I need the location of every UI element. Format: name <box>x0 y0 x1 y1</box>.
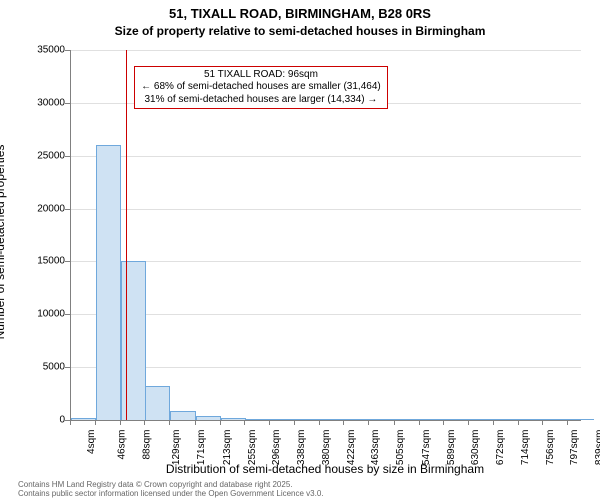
histogram-bar <box>344 419 369 420</box>
x-tick-label: 129sqm <box>172 430 183 466</box>
y-tick-label: 0 <box>5 415 65 426</box>
x-tick-label: 422sqm <box>346 430 357 466</box>
x-tick-label: 463sqm <box>371 430 382 466</box>
histogram-bar <box>519 419 544 420</box>
annotation-line: ← 68% of semi-detached houses are smalle… <box>141 81 381 94</box>
x-tick-label: 756sqm <box>545 430 556 466</box>
histogram-bar <box>320 419 345 420</box>
x-tick-mark <box>343 420 344 425</box>
x-tick-label: 88sqm <box>142 430 153 460</box>
x-tick-mark <box>468 420 469 425</box>
x-tick-mark <box>220 420 221 425</box>
histogram-bar <box>145 386 170 420</box>
chart-subtitle: Size of property relative to semi-detach… <box>0 24 600 38</box>
histogram-bar <box>71 418 96 420</box>
grid-line <box>71 50 581 51</box>
grid-line <box>71 209 581 210</box>
histogram-bar <box>469 419 494 420</box>
histogram-bar <box>295 419 320 420</box>
histogram-bar <box>270 419 295 420</box>
x-tick-mark <box>542 420 543 425</box>
y-tick-label: 15000 <box>5 256 65 267</box>
reference-vline <box>126 50 127 420</box>
histogram-bar <box>369 419 394 420</box>
x-tick-label: 46sqm <box>117 430 128 460</box>
x-tick-mark <box>244 420 245 425</box>
histogram-bar <box>221 418 246 420</box>
x-tick-label: 213sqm <box>222 430 233 466</box>
x-tick-label: 296sqm <box>271 430 282 466</box>
chart-container: 51, TIXALL ROAD, BIRMINGHAM, B28 0RS Siz… <box>0 0 600 500</box>
chart-title: 51, TIXALL ROAD, BIRMINGHAM, B28 0RS <box>0 6 600 21</box>
x-tick-mark <box>567 420 568 425</box>
x-tick-mark <box>70 420 71 425</box>
histogram-bar <box>196 416 221 420</box>
y-tick-label: 5000 <box>5 362 65 373</box>
x-tick-mark <box>368 420 369 425</box>
histogram-bar <box>96 145 121 420</box>
plot-area: 51 TIXALL ROAD: 96sqm← 68% of semi-detac… <box>70 50 581 421</box>
histogram-bar <box>420 419 445 420</box>
x-tick-label: 714sqm <box>520 430 531 466</box>
y-tick-label: 25000 <box>5 150 65 161</box>
x-tick-mark <box>443 420 444 425</box>
x-tick-mark <box>195 420 196 425</box>
x-tick-mark <box>144 420 145 425</box>
x-tick-mark <box>518 420 519 425</box>
x-tick-label: 797sqm <box>570 430 581 466</box>
grid-line <box>71 314 581 315</box>
x-tick-mark <box>169 420 170 425</box>
x-tick-mark <box>419 420 420 425</box>
footer-line-2: Contains public sector information licen… <box>18 489 324 498</box>
x-tick-label: 630sqm <box>470 430 481 466</box>
x-tick-mark <box>269 420 270 425</box>
grid-line <box>71 261 581 262</box>
grid-line <box>71 367 581 368</box>
annotation-line: 31% of semi-detached houses are larger (… <box>141 94 381 107</box>
histogram-bar <box>543 419 568 420</box>
x-tick-label: 589sqm <box>446 430 457 466</box>
x-tick-label: 672sqm <box>495 430 506 466</box>
histogram-bar <box>170 411 195 421</box>
x-tick-label: 4sqm <box>86 430 97 454</box>
x-tick-mark <box>493 420 494 425</box>
x-tick-mark <box>120 420 121 425</box>
x-tick-label: 547sqm <box>421 430 432 466</box>
footer-line-1: Contains HM Land Registry data © Crown c… <box>18 480 324 489</box>
annotation-line: 51 TIXALL ROAD: 96sqm <box>141 69 381 82</box>
x-tick-label: 505sqm <box>396 430 407 466</box>
x-tick-label: 255sqm <box>247 430 258 466</box>
x-tick-mark <box>319 420 320 425</box>
grid-line <box>71 156 581 157</box>
x-axis-label: Distribution of semi-detached houses by … <box>70 462 580 476</box>
x-tick-mark <box>95 420 96 425</box>
x-tick-mark <box>294 420 295 425</box>
y-tick-label: 35000 <box>5 45 65 56</box>
y-tick-label: 30000 <box>5 97 65 108</box>
histogram-bar <box>245 419 270 420</box>
y-tick-label: 10000 <box>5 309 65 320</box>
x-tick-label: 171sqm <box>197 430 208 466</box>
histogram-bar <box>395 419 420 420</box>
histogram-bar <box>121 261 146 420</box>
y-tick-label: 20000 <box>5 203 65 214</box>
x-tick-label: 839sqm <box>595 430 600 466</box>
histogram-bar <box>494 419 519 420</box>
histogram-bar <box>444 419 469 420</box>
x-tick-label: 338sqm <box>296 430 307 466</box>
footer-credits: Contains HM Land Registry data © Crown c… <box>18 480 324 498</box>
annotation: 51 TIXALL ROAD: 96sqm← 68% of semi-detac… <box>134 66 388 110</box>
x-tick-label: 380sqm <box>321 430 332 466</box>
x-tick-mark <box>394 420 395 425</box>
histogram-bar <box>568 419 593 420</box>
